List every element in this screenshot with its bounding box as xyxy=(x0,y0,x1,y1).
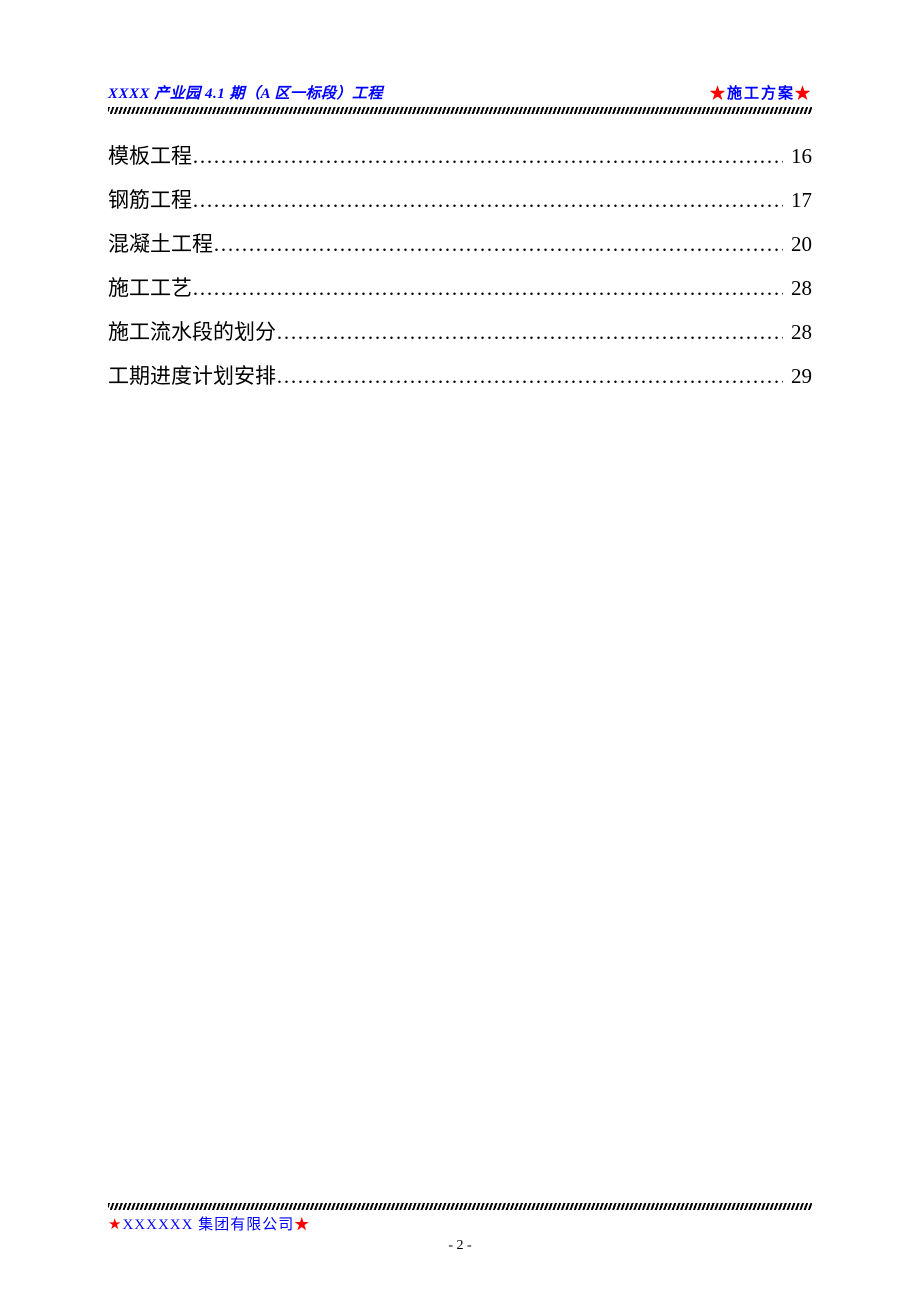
footer-divider xyxy=(108,1203,812,1210)
toc-title: 施工工艺 xyxy=(108,266,192,310)
toc-title: 混凝土工程 xyxy=(108,222,213,266)
toc-entry: 施工工艺 28 xyxy=(108,266,812,310)
header-right-title: ★施工方案★ xyxy=(710,82,812,103)
toc-title: 施工流水段的划分 xyxy=(108,310,276,354)
toc-leader-dots xyxy=(276,354,783,398)
toc-content: 模板工程 16 钢筋工程 17 混凝土工程 20 施工工艺 28 施工流水段的划… xyxy=(108,114,812,399)
footer-company-text: XXXXXX 集团有限公司 xyxy=(122,1217,294,1233)
document-page: XXXX 产业园 4.1 期（A 区一标段）工程 ★施工方案★ 模板工程 16 … xyxy=(0,0,920,1302)
header-left-title: XXXX 产业园 4.1 期（A 区一标段）工程 xyxy=(108,82,383,103)
toc-leader-dots xyxy=(192,134,783,178)
star-icon: ★ xyxy=(795,86,812,102)
footer-company: ★XXXXXX 集团有限公司★ xyxy=(108,1213,812,1234)
page-header: XXXX 产业园 4.1 期（A 区一标段）工程 ★施工方案★ xyxy=(108,82,812,103)
toc-leader-dots xyxy=(213,222,783,266)
star-icon: ★ xyxy=(710,86,727,102)
toc-leader-dots xyxy=(192,178,783,222)
star-icon: ★ xyxy=(108,1217,122,1233)
toc-entry: 模板工程 16 xyxy=(108,134,812,178)
toc-page-number: 28 xyxy=(783,266,812,310)
toc-page-number: 20 xyxy=(783,222,812,266)
header-divider xyxy=(108,107,812,114)
toc-page-number: 29 xyxy=(783,354,812,398)
toc-title: 模板工程 xyxy=(108,134,192,178)
toc-entry: 工期进度计划安排 29 xyxy=(108,354,812,398)
toc-title: 工期进度计划安排 xyxy=(108,354,276,398)
toc-page-number: 28 xyxy=(783,310,812,354)
page-footer: ★XXXXXX 集团有限公司★ xyxy=(108,1203,812,1234)
toc-leader-dots xyxy=(192,266,783,310)
toc-entry: 钢筋工程 17 xyxy=(108,178,812,222)
toc-page-number: 17 xyxy=(783,178,812,222)
toc-entry: 混凝土工程 20 xyxy=(108,222,812,266)
toc-title: 钢筋工程 xyxy=(108,178,192,222)
toc-leader-dots xyxy=(276,310,783,354)
star-icon: ★ xyxy=(294,1217,310,1233)
toc-entry: 施工流水段的划分 28 xyxy=(108,310,812,354)
toc-page-number: 16 xyxy=(783,134,812,178)
header-right-text: 施工方案 xyxy=(727,86,795,102)
page-number: - 2 - xyxy=(0,1238,920,1254)
